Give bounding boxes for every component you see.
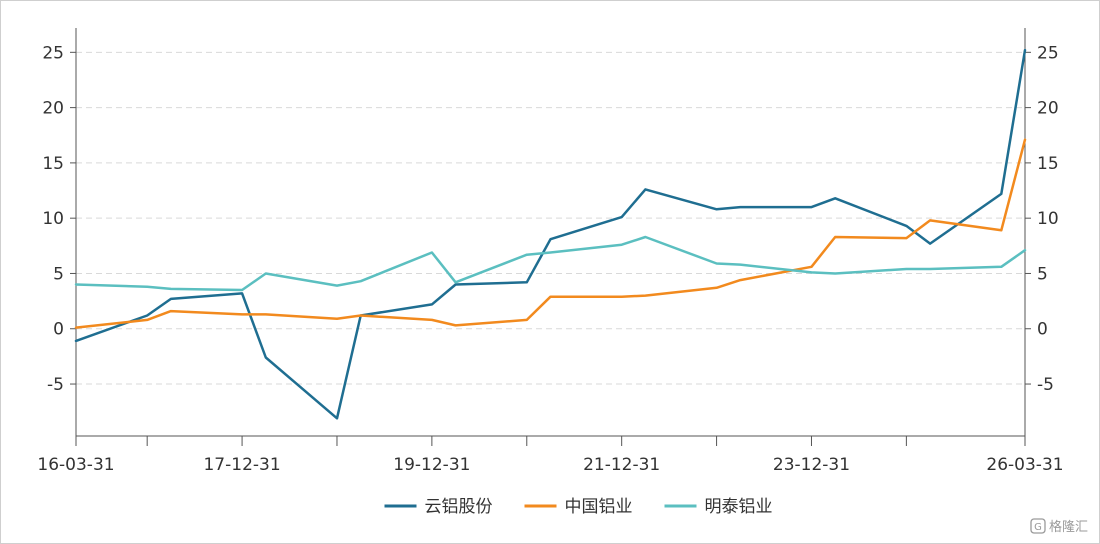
y-tick-label-left: 10 [42,209,64,229]
y-tick-label-left: 0 [53,320,64,340]
legend-label: 云铝股份 [425,497,493,517]
y-tick-label-right: 5 [1037,264,1048,284]
watermark-logo-icon [1030,518,1046,534]
grid-lines [76,51,1025,385]
watermark: G 格隆汇 [1030,518,1088,535]
y-tick-label-left: 25 [42,43,64,63]
y-tick-label-left: 5 [53,264,64,284]
series-lines [74,48,1027,420]
legend-item-3: 明泰铝业 [664,497,773,517]
y-tick-label-right: -5 [1037,375,1054,395]
series-line-2 [74,138,1027,329]
x-tick-label: 16-03-31 [37,455,114,475]
y-tick-label-left: 20 [42,99,64,119]
y-tick-label-left: 15 [42,154,64,174]
x-tick-label: 23-12-31 [773,455,850,475]
legend-label: 中国铝业 [565,497,633,517]
legend: 云铝股份 中国铝业 明泰铝业 [384,497,773,517]
y-tick-label-right: 15 [1037,154,1059,174]
x-tick-label: 26-03-31 [986,455,1063,475]
legend-item-2: 中国铝业 [524,497,633,517]
y-tick-label-right: 20 [1037,99,1059,119]
y-tick-label-right: 25 [1037,43,1059,63]
series-line-1 [74,48,1027,420]
y-tick-label-right: 10 [1037,209,1059,229]
watermark-logo-glyph: G [1034,522,1042,533]
y-tick-label-right: 0 [1037,320,1048,340]
axes: -5 -5 0 0 5 5 10 10 15 15 20 20 25 25 16-03-31 17-12-31… [37,28,1064,475]
legend-item-1: 云铝股份 [384,497,493,517]
x-tick-label: 17-12-31 [203,455,280,475]
series-line-3 [74,235,1027,292]
y-tick-label-left: -5 [47,375,64,395]
x-tick-label: 19-12-31 [393,455,470,475]
x-tick-label: 21-12-31 [583,455,660,475]
watermark-text: 格隆汇 [1049,519,1088,535]
legend-label: 明泰铝业 [705,497,773,517]
